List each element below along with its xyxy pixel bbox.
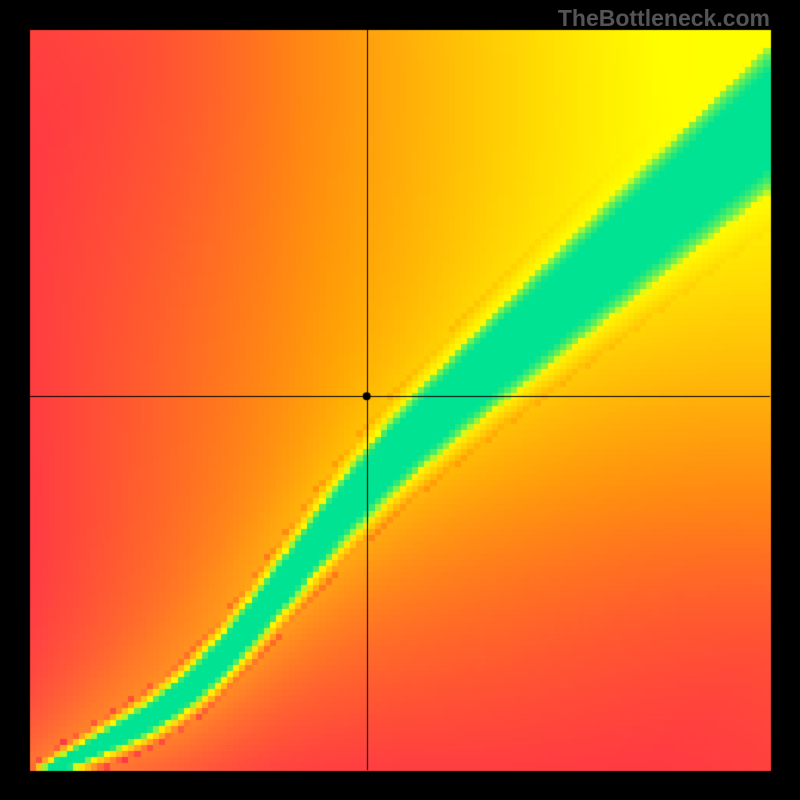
chart-container: TheBottleneck.com (0, 0, 800, 800)
watermark-text: TheBottleneck.com (558, 5, 770, 32)
bottleneck-heatmap (0, 0, 800, 800)
